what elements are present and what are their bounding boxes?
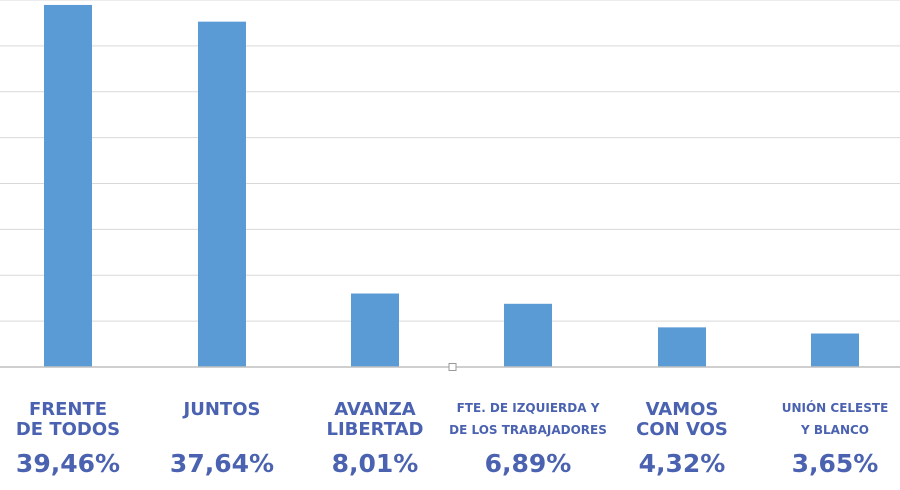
category-label-line: FTE. DE IZQUIERDA Y [457,401,600,415]
category-label-line: LIBERTAD [327,419,424,440]
category-label-line: CON VOS [636,419,728,440]
value-label: 37,64% [170,449,274,478]
category-labels: FRENTE DE TODOS JUNTOS AVANZA LIBERTAD FTE. D… [16,399,888,440]
category-label: AVANZA LIBERTAD [327,399,424,440]
bar [658,327,706,367]
value-label: 3,65% [792,449,879,478]
bar [351,293,399,367]
category-label-line: AVANZA [334,399,415,420]
category-label: UNIÓN CELESTE Y BLANCO [782,400,889,437]
bars [44,4,859,368]
value-label: 4,32% [639,449,726,478]
category-label: FTE. DE IZQUIERDA Y DE LOS TRABAJADORES [449,401,607,437]
value-label: 8,01% [332,449,419,478]
value-label: 6,89% [485,449,572,478]
category-label-line: VAMOS [646,399,719,420]
bar [504,303,552,367]
value-labels: 39,46% 37,64% 8,01% 6,89% 4,32% 3,65% [16,449,878,478]
category-label-line: DE LOS TRABAJADORES [449,423,607,437]
value-label: 39,46% [16,449,120,478]
axis-marker [448,363,457,371]
category-label: VAMOS CON VOS [636,399,728,440]
category-label-line: FRENTE [29,399,107,420]
category-label-line: UNIÓN CELESTE [782,400,889,415]
category-label-line: DE TODOS [16,419,120,440]
gridlines [0,0,900,322]
bar [811,333,859,367]
bar [44,4,92,368]
category-label-line: JUNTOS [182,399,261,420]
category-label: FRENTE DE TODOS [16,399,120,440]
bar [198,21,246,367]
category-label: JUNTOS [182,399,261,420]
category-label-line: Y BLANCO [800,423,869,437]
